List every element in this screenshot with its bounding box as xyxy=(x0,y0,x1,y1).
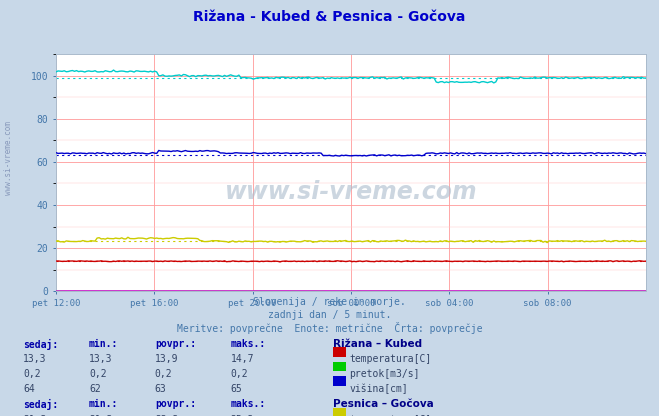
Text: www.si-vreme.com: www.si-vreme.com xyxy=(4,121,13,195)
Text: povpr.:: povpr.: xyxy=(155,399,196,409)
Text: 21,3: 21,3 xyxy=(23,415,47,416)
Text: višina[cm]: višina[cm] xyxy=(349,384,408,394)
Text: povpr.:: povpr.: xyxy=(155,339,196,349)
Text: 62: 62 xyxy=(89,384,101,394)
Text: 13,3: 13,3 xyxy=(23,354,47,364)
Text: 25,2: 25,2 xyxy=(231,415,254,416)
Text: maks.:: maks.: xyxy=(231,399,266,409)
Text: 23,2: 23,2 xyxy=(155,415,179,416)
Text: 0,2: 0,2 xyxy=(155,369,173,379)
Text: Pesnica – Gočova: Pesnica – Gočova xyxy=(333,399,434,409)
Text: 64: 64 xyxy=(23,384,35,394)
Text: Meritve: povprečne  Enote: metrične  Črta: povprečje: Meritve: povprečne Enote: metrične Črta:… xyxy=(177,322,482,334)
Text: Rižana - Kubed & Pesnica - Gočova: Rižana - Kubed & Pesnica - Gočova xyxy=(193,10,466,25)
Text: zadnji dan / 5 minut.: zadnji dan / 5 minut. xyxy=(268,310,391,320)
Text: 21,3: 21,3 xyxy=(89,415,113,416)
Text: temperatura[C]: temperatura[C] xyxy=(349,354,432,364)
Text: min.:: min.: xyxy=(89,339,119,349)
Text: 65: 65 xyxy=(231,384,243,394)
Text: Slovenija / reke in morje.: Slovenija / reke in morje. xyxy=(253,297,406,307)
Text: temperatura[C]: temperatura[C] xyxy=(349,415,432,416)
Text: sedaj:: sedaj: xyxy=(23,399,58,411)
Text: maks.:: maks.: xyxy=(231,339,266,349)
Text: pretok[m3/s]: pretok[m3/s] xyxy=(349,369,420,379)
Text: www.si-vreme.com: www.si-vreme.com xyxy=(225,180,477,203)
Text: min.:: min.: xyxy=(89,399,119,409)
Text: 13,9: 13,9 xyxy=(155,354,179,364)
Text: 0,2: 0,2 xyxy=(23,369,41,379)
Text: 0,2: 0,2 xyxy=(231,369,248,379)
Text: sedaj:: sedaj: xyxy=(23,339,58,350)
Text: 14,7: 14,7 xyxy=(231,354,254,364)
Text: 63: 63 xyxy=(155,384,167,394)
Text: 0,2: 0,2 xyxy=(89,369,107,379)
Text: Rižana – Kubed: Rižana – Kubed xyxy=(333,339,422,349)
Text: 13,3: 13,3 xyxy=(89,354,113,364)
